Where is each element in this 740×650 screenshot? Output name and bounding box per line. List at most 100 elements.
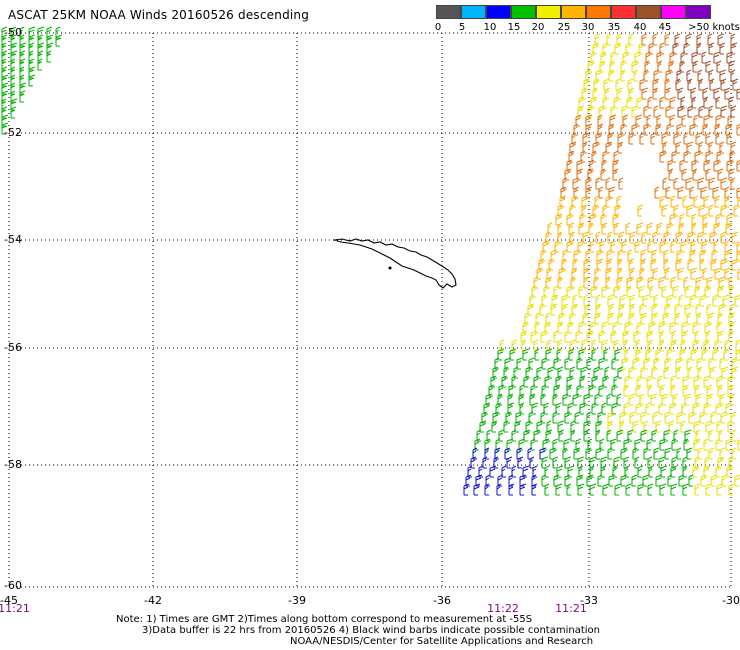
wind-barb	[525, 420, 532, 433]
wind-barb	[612, 159, 620, 172]
wind-barb	[727, 375, 734, 388]
wind-barb	[650, 393, 658, 406]
wind-barb	[664, 357, 671, 370]
wind-barb	[1, 34, 8, 47]
wind-barb	[19, 74, 25, 87]
wind-barb	[652, 78, 660, 91]
wind-barb	[614, 483, 622, 496]
wind-barb	[685, 177, 693, 190]
wind-barb	[553, 330, 559, 343]
wind-barb	[659, 384, 666, 397]
wind-barb	[557, 420, 565, 433]
wind-barb	[678, 294, 684, 307]
wind-barb	[687, 366, 693, 379]
wind-barb	[666, 123, 672, 136]
wind-barb	[571, 132, 577, 145]
wind-barb	[583, 258, 590, 271]
wind-barb	[620, 123, 626, 136]
wind-barb	[611, 402, 619, 415]
wind-barb	[19, 82, 27, 95]
wind-barb	[673, 132, 680, 145]
wind-barb	[592, 42, 600, 55]
wind-barb	[28, 50, 34, 63]
wind-barb	[602, 375, 609, 388]
wind-barb	[497, 474, 504, 487]
wind-barb	[697, 366, 703, 379]
wind-barb	[46, 34, 54, 47]
wind-barb	[662, 177, 668, 190]
wind-barb	[703, 402, 710, 415]
wind-barb	[703, 159, 711, 172]
wind-barb	[599, 60, 606, 73]
wind-barb	[735, 339, 740, 352]
wind-barb	[669, 213, 677, 226]
wind-barb	[725, 222, 733, 235]
wind-barb	[687, 105, 694, 118]
wind-barb	[737, 268, 740, 280]
wind-barb	[10, 66, 16, 79]
wind-barb	[656, 51, 663, 64]
wind-barb	[686, 204, 694, 217]
wind-barb	[545, 348, 553, 361]
wind-barb	[608, 303, 615, 316]
wind-barb	[601, 285, 609, 298]
wind-barb	[714, 339, 720, 352]
wind-barb	[572, 393, 580, 406]
wind-barb	[715, 438, 721, 451]
wind-barb	[615, 78, 621, 91]
wind-barb	[595, 69, 603, 82]
wind-barb	[703, 465, 711, 478]
wind-barb	[702, 87, 709, 100]
wind-barb	[703, 438, 709, 451]
wind-barb	[658, 321, 666, 334]
wind-barb	[681, 114, 687, 127]
wind-barb	[668, 168, 674, 181]
wind-barb	[624, 348, 630, 361]
wind-barb	[599, 240, 606, 253]
wind-barb	[582, 141, 588, 154]
wind-barb	[603, 348, 609, 361]
wind-barb	[663, 249, 669, 262]
wind-barb	[720, 177, 728, 190]
wind-barb	[696, 312, 702, 325]
wind-barb	[586, 330, 594, 343]
wind-barb	[578, 96, 585, 109]
wind-barb	[697, 177, 705, 190]
wind-barb	[543, 402, 550, 415]
wind-barb	[576, 474, 584, 487]
wind-barb	[651, 312, 659, 325]
wind-barb	[498, 429, 505, 442]
wind-barb	[10, 50, 18, 63]
wind-barb	[688, 474, 694, 487]
wind-barb	[703, 114, 711, 127]
wind-barb	[708, 429, 714, 442]
wind-barb	[682, 195, 688, 208]
wind-barb	[28, 58, 35, 71]
wind-barb	[499, 339, 505, 352]
wind-barb	[715, 402, 723, 415]
wind-barb	[679, 60, 685, 73]
note-line-2: 3)Data buffer is 22 hrs from 20160526 4)…	[142, 625, 600, 636]
wind-barb	[605, 195, 612, 208]
wind-barb	[669, 402, 677, 415]
wind-barb	[486, 429, 492, 442]
wind-barb	[639, 393, 645, 406]
wind-barb	[564, 474, 571, 487]
wind-barb	[706, 303, 712, 316]
wind-barb	[553, 384, 561, 397]
wind-barb	[628, 87, 635, 100]
wind-barb	[651, 249, 658, 262]
wind-barb	[707, 33, 713, 46]
wind-barb	[666, 348, 672, 361]
wind-barb	[46, 26, 53, 39]
wind-barb	[688, 411, 696, 424]
wind-barb	[575, 330, 581, 343]
wind-barb	[727, 420, 733, 433]
legend-swatch-6	[586, 5, 611, 19]
wind-barb	[654, 186, 660, 199]
wind-barb	[508, 474, 514, 487]
wind-barb	[692, 402, 700, 415]
wind-barb	[611, 384, 617, 397]
wind-barb	[540, 393, 546, 406]
wind-barb	[503, 420, 509, 433]
